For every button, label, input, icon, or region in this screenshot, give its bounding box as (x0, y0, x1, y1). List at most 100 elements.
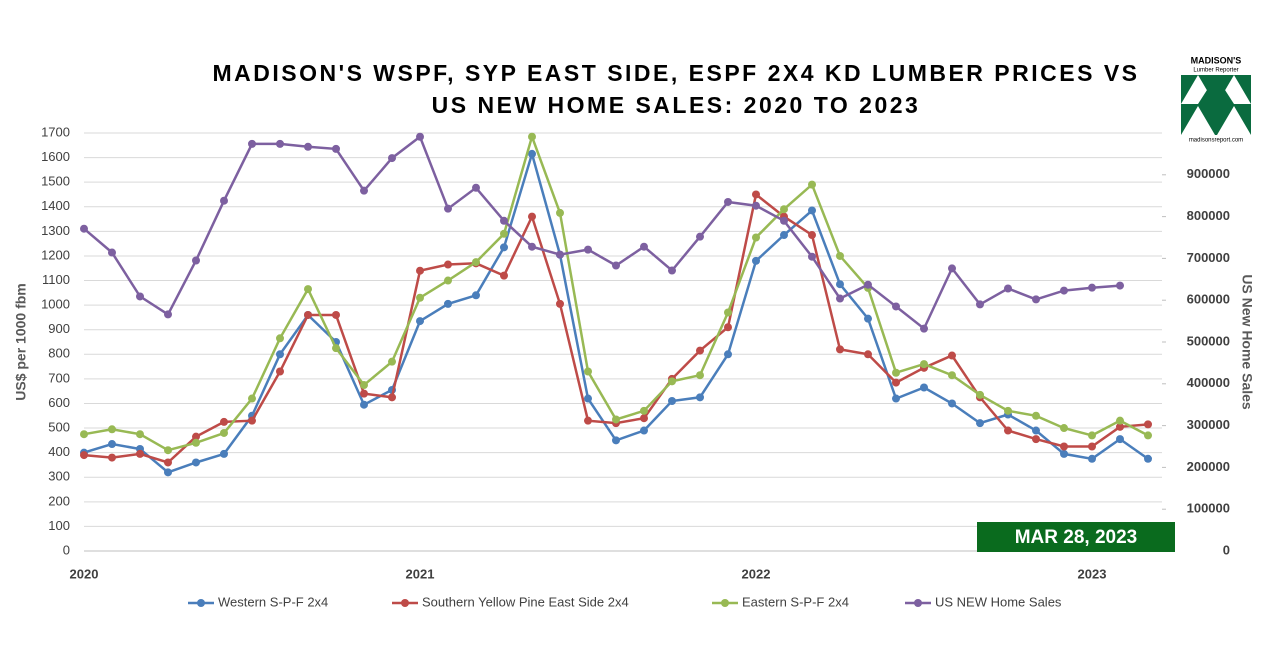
y-tick-label: 800 (48, 346, 70, 361)
y-tick-label: 600 (48, 395, 70, 410)
data-point (584, 394, 592, 403)
data-point (528, 212, 536, 221)
data-point (220, 449, 228, 458)
logo-triangle (1198, 76, 1234, 104)
data-point (724, 350, 732, 359)
data-point (752, 256, 760, 265)
data-point (808, 206, 816, 215)
data-point (808, 252, 816, 261)
data-point (696, 346, 704, 355)
y-tick-label: 1000 (41, 297, 70, 312)
data-point (472, 291, 480, 300)
data-point (640, 426, 648, 435)
data-point (360, 381, 368, 390)
data-point (1060, 449, 1068, 458)
data-point (164, 458, 172, 467)
y2-tick-label: 800000 (1187, 208, 1230, 223)
data-point (416, 132, 424, 141)
data-point (360, 186, 368, 195)
data-point (1004, 426, 1012, 435)
data-point (388, 393, 396, 402)
y2-tick-label: 600000 (1187, 292, 1230, 307)
data-point (556, 250, 564, 259)
data-point (528, 242, 536, 251)
data-point (864, 350, 872, 359)
data-point (192, 432, 200, 441)
data-point (80, 451, 88, 460)
data-point (640, 242, 648, 251)
y-tick-label: 700 (48, 370, 70, 385)
data-point (304, 142, 312, 151)
data-point (780, 205, 788, 214)
data-point (108, 425, 116, 434)
x-tick-label: 2022 (742, 566, 771, 581)
y2-tick-label: 500000 (1187, 333, 1230, 348)
y-tick-label: 200 (48, 493, 70, 508)
data-point (1116, 281, 1124, 290)
data-point (556, 299, 564, 308)
data-point (1032, 411, 1040, 420)
data-point (612, 415, 620, 424)
series-line (83, 134, 1121, 331)
legend-marker (197, 599, 205, 607)
data-point (1032, 435, 1040, 444)
data-point (500, 271, 508, 280)
data-point (808, 180, 816, 189)
data-point (724, 308, 732, 317)
legend-label: Southern Yellow Pine East Side 2x4 (422, 594, 629, 609)
data-point (276, 334, 284, 343)
data-point (920, 383, 928, 392)
data-point (416, 266, 424, 275)
data-point (724, 197, 732, 206)
data-point (808, 231, 816, 240)
data-point (696, 393, 704, 402)
y-tick-label: 500 (48, 419, 70, 434)
logo-text: Lumber Reporter (1193, 68, 1238, 74)
data-point (416, 293, 424, 302)
data-point (1144, 454, 1152, 463)
data-point (892, 378, 900, 387)
y-tick-label: 100 (48, 518, 70, 533)
data-point (836, 280, 844, 289)
data-point (528, 149, 536, 158)
data-point (1004, 284, 1012, 293)
data-point (220, 196, 228, 205)
data-point (612, 261, 620, 270)
data-point (528, 132, 536, 141)
plot-area: 0 100 200 300 400 500 600 700 800 900 1000 1100 1200… (41, 124, 1230, 609)
data-point (500, 216, 508, 225)
data-point (276, 139, 284, 148)
data-point (696, 371, 704, 380)
data-point (1060, 424, 1068, 433)
data-point (668, 377, 676, 386)
x-tick-label: 2021 (406, 566, 435, 581)
y-tick-label: 1500 (41, 174, 70, 189)
data-point (304, 285, 312, 294)
data-point (500, 229, 508, 238)
data-point (948, 399, 956, 408)
chart-title: US NEW HOME SALES: 2020 TO 2023 (432, 92, 921, 118)
data-point (1116, 435, 1124, 444)
data-point (584, 245, 592, 254)
y-tick-label: 1300 (41, 223, 70, 238)
data-point (1060, 442, 1068, 451)
data-point (976, 300, 984, 309)
y2-tick-label: 400000 (1187, 375, 1230, 390)
data-point (696, 232, 704, 241)
annotation: MAR 28, 2023 (1015, 527, 1138, 548)
data-point (1116, 422, 1124, 431)
data-point (360, 389, 368, 398)
data-point (108, 453, 116, 462)
legend-marker (914, 599, 922, 607)
y2-tick-label: 100000 (1187, 501, 1230, 516)
data-point (1116, 416, 1124, 425)
logo-triangle (1181, 106, 1215, 135)
y-tick-label: 1200 (41, 247, 70, 262)
y-tick-label: 400 (48, 444, 70, 459)
data-point (752, 233, 760, 242)
y2-tick-label: 200000 (1187, 459, 1230, 474)
logo-text: MADISON'S (1191, 55, 1242, 65)
y-tick-label: 0 (63, 542, 70, 557)
data-point (248, 394, 256, 403)
